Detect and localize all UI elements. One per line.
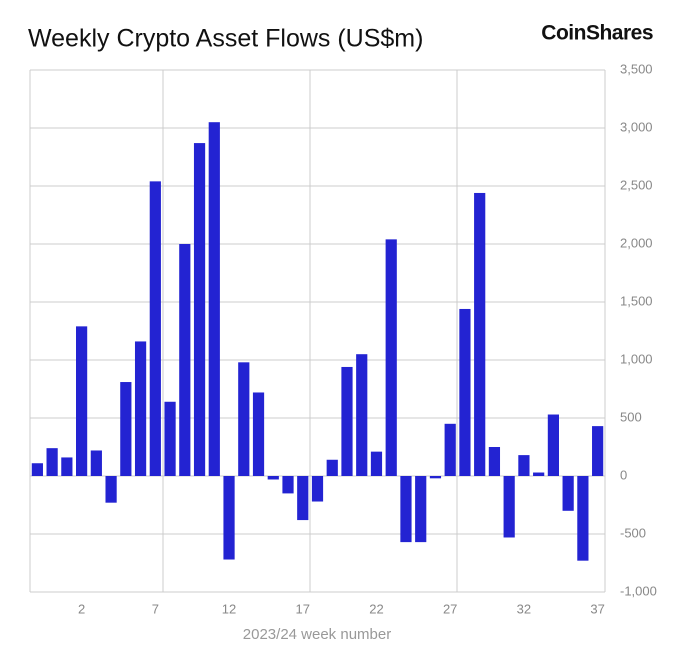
bar [370, 451, 383, 476]
vertical-grid [29, 70, 606, 592]
y-tick-label: 2,000 [620, 235, 653, 250]
bar [400, 476, 412, 543]
y-tick-label: -1,000 [620, 583, 657, 598]
x-axis-label: 2023/24 week number [243, 626, 391, 643]
bar [429, 476, 442, 479]
bar [120, 382, 132, 476]
bar [164, 401, 176, 476]
bar [326, 459, 338, 476]
y-tick-label: 1,000 [620, 351, 653, 366]
bar [459, 308, 471, 476]
bar [90, 450, 102, 476]
bar [61, 457, 73, 476]
bar [223, 476, 235, 560]
y-tick-label: -500 [620, 525, 646, 540]
bar [474, 192, 486, 476]
bar [193, 143, 206, 476]
chart-title: Weekly Crypto Asset Flows (US$m) [28, 25, 423, 53]
y-tick-label: 1,500 [620, 293, 653, 308]
bar [76, 326, 88, 476]
bar [503, 476, 515, 538]
bar [341, 366, 353, 476]
bar [488, 447, 501, 476]
x-tick-label: 37 [590, 601, 604, 616]
bar [31, 463, 43, 476]
y-tick-label: 0 [620, 467, 627, 482]
x-tick-label: 32 [517, 601, 531, 616]
bar [311, 476, 324, 502]
bar [547, 414, 559, 476]
bar [592, 426, 604, 476]
bar [356, 354, 368, 476]
bar [105, 476, 117, 503]
bar [282, 476, 294, 494]
x-tick-label: 2 [78, 601, 85, 616]
bar [518, 455, 530, 476]
y-tick-label: 3,000 [620, 119, 653, 134]
bar [385, 239, 397, 476]
y-tick-label: 3,500 [620, 61, 653, 76]
bar [149, 181, 161, 477]
bar [179, 244, 191, 476]
bar [134, 341, 147, 476]
x-tick-label: 17 [296, 601, 310, 616]
bar [46, 448, 58, 476]
x-tick-label: 22 [369, 601, 383, 616]
x-tick-label: 12 [222, 601, 236, 616]
bar [415, 476, 427, 543]
bar [297, 476, 309, 521]
bar [562, 476, 574, 511]
bar [238, 362, 250, 476]
y-tick-label: 500 [620, 409, 642, 424]
brand-logo: CoinShares [541, 22, 653, 45]
bar [208, 122, 220, 476]
bar [533, 472, 545, 476]
x-tick-label: 7 [152, 601, 159, 616]
x-tick-label: 27 [443, 601, 457, 616]
y-tick-label: 2,500 [620, 177, 653, 192]
bar [252, 392, 265, 476]
bar [444, 423, 456, 476]
bar [267, 476, 279, 480]
bar [577, 476, 589, 561]
